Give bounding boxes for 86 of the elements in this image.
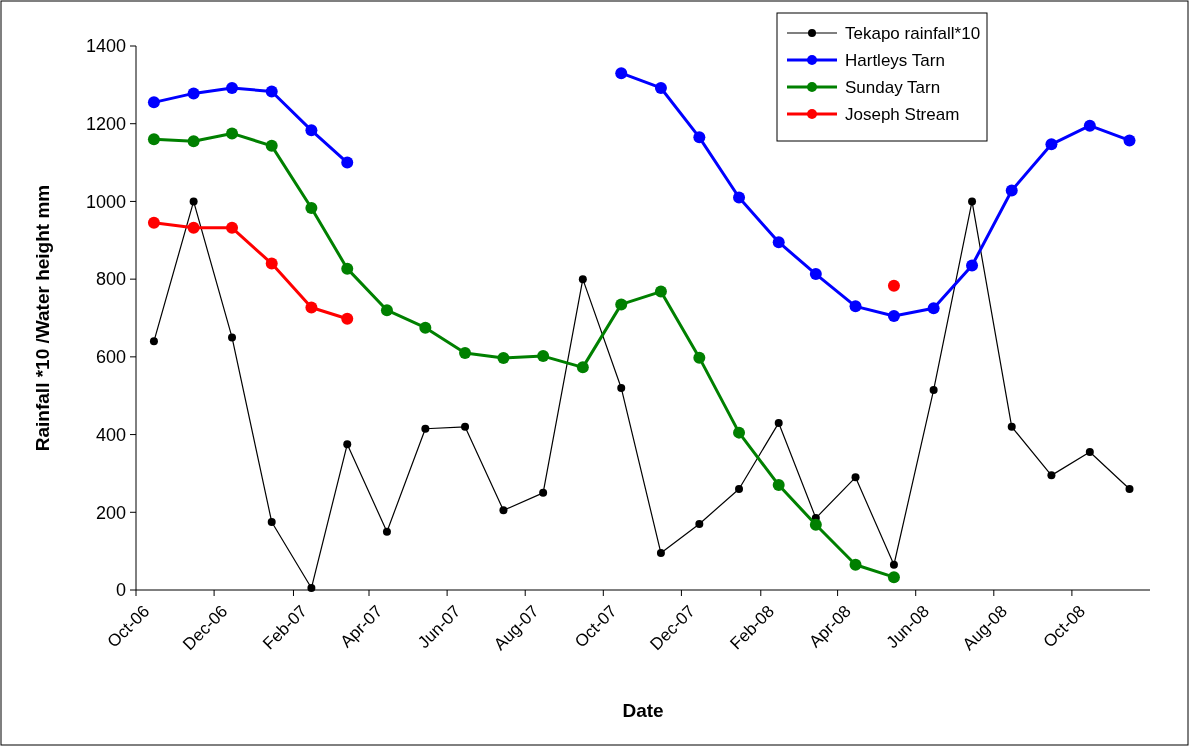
point	[1047, 471, 1056, 480]
point	[1085, 448, 1094, 457]
point	[1125, 484, 1134, 493]
point	[695, 519, 704, 528]
y-tick-label: 1000	[85, 191, 126, 212]
point	[693, 131, 706, 144]
point	[228, 333, 237, 342]
x-axis-title: Date	[622, 700, 664, 721]
point	[1123, 134, 1136, 147]
point	[809, 518, 822, 531]
point	[265, 257, 278, 270]
point	[537, 350, 550, 363]
y-tick-label: 1200	[85, 114, 126, 135]
point	[305, 124, 318, 137]
y-tick-label: 800	[95, 269, 126, 290]
point	[187, 87, 200, 100]
point	[693, 351, 706, 364]
point	[187, 135, 200, 148]
point	[265, 139, 278, 152]
y-tick-label: 0	[115, 580, 126, 601]
point	[735, 484, 744, 493]
point	[772, 479, 785, 492]
legend-label: Hartleys Tarn	[845, 50, 945, 70]
point	[539, 488, 548, 497]
point	[929, 385, 938, 394]
point	[578, 275, 587, 284]
point	[887, 310, 900, 323]
point	[615, 298, 628, 311]
point	[966, 259, 979, 272]
y-tick-label: 200	[95, 502, 126, 523]
point	[1007, 422, 1016, 431]
point	[226, 221, 239, 234]
y-tick-label: 600	[95, 347, 126, 368]
point	[189, 197, 198, 206]
point	[809, 268, 822, 281]
point	[1045, 138, 1058, 151]
point	[226, 81, 239, 94]
point	[341, 312, 354, 325]
point	[617, 383, 626, 392]
point	[226, 127, 239, 140]
point	[733, 191, 746, 204]
point	[149, 337, 158, 346]
point	[968, 197, 977, 206]
point	[341, 262, 354, 275]
point	[419, 321, 432, 334]
legend-label: Tekapo rainfall*10	[845, 23, 981, 43]
point	[267, 518, 276, 526]
point	[849, 300, 862, 313]
point	[380, 304, 393, 317]
point	[147, 133, 160, 146]
point	[421, 424, 430, 433]
point	[654, 81, 667, 94]
point	[147, 216, 160, 229]
point	[654, 285, 667, 298]
point	[307, 584, 316, 593]
point	[887, 279, 900, 292]
point	[927, 302, 940, 315]
point	[887, 571, 900, 584]
y-axis-title: Rainfall *10 /Water height mm	[32, 184, 53, 452]
point	[1083, 119, 1096, 132]
point	[459, 346, 472, 359]
point	[499, 506, 508, 515]
point	[615, 67, 628, 80]
point	[733, 426, 746, 439]
point	[774, 418, 783, 427]
point	[461, 422, 470, 431]
point	[1005, 184, 1018, 197]
point	[187, 221, 200, 234]
point	[576, 361, 589, 374]
y-tick-label: 400	[95, 424, 126, 445]
point	[305, 202, 318, 215]
point	[382, 527, 391, 536]
point	[497, 352, 510, 365]
point	[305, 301, 318, 314]
point	[147, 96, 160, 109]
point	[851, 473, 860, 482]
point	[656, 549, 665, 558]
legend-label: Sunday Tarn	[845, 77, 941, 97]
point	[343, 440, 352, 449]
point	[341, 156, 354, 169]
point	[265, 85, 278, 98]
y-tick-label: 1400	[85, 36, 126, 57]
point	[889, 560, 898, 569]
point	[849, 558, 862, 571]
legend-label: Joseph Stream	[845, 104, 960, 124]
point	[772, 236, 785, 249]
